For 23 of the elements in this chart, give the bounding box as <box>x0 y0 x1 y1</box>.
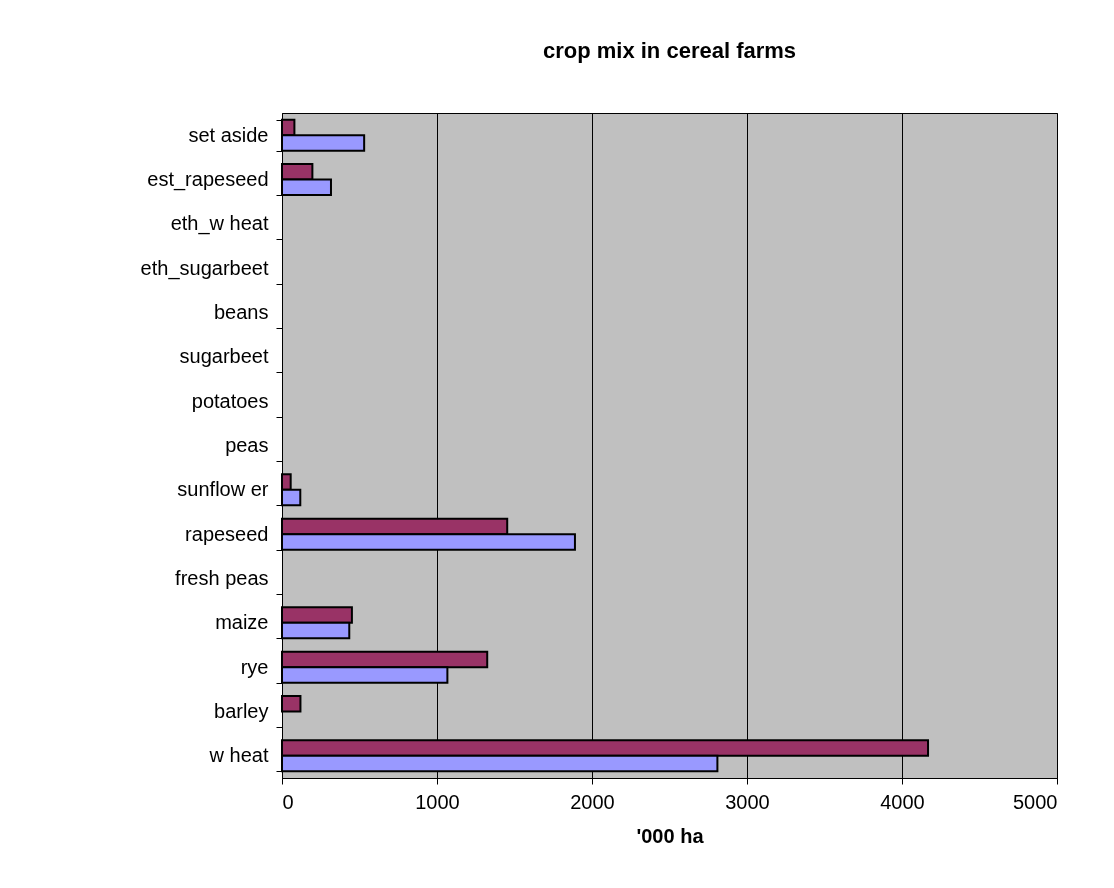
y-tick-label: eth_w heat <box>170 212 269 236</box>
x-tick-label: 3000 <box>725 790 770 813</box>
x-tick-label: 2000 <box>570 790 615 813</box>
y-tick-label: rye <box>240 655 269 678</box>
chart-title: crop mix in cereal farms <box>542 38 797 63</box>
y-tick-label: sugarbeet <box>179 345 269 368</box>
x-axis-title: '000 ha <box>636 824 705 847</box>
y-tick-label: est_rapeseed <box>147 168 269 191</box>
x-tick-label: 0 <box>282 790 294 813</box>
y-tick-label: w heat <box>208 744 269 767</box>
x-tick-label: 1000 <box>415 790 460 813</box>
x-tick-label: 4000 <box>880 790 925 813</box>
y-tick-label: maize <box>215 611 269 634</box>
y-tick-label: potatoes <box>191 389 269 412</box>
y-tick-label: beans <box>214 301 269 323</box>
y-tick-label: rapeseed <box>185 522 269 545</box>
y-tick-label: fresh peas <box>175 567 269 589</box>
y-tick-label: peas <box>225 434 269 456</box>
y-tick-label: eth_sugarbeet <box>140 256 269 280</box>
y-tick-label: sunflow er <box>177 478 269 501</box>
y-tick-label: barley <box>214 700 269 722</box>
y-tick-label: set aside <box>188 123 269 146</box>
x-tick-label: 5000 <box>1013 790 1058 813</box>
